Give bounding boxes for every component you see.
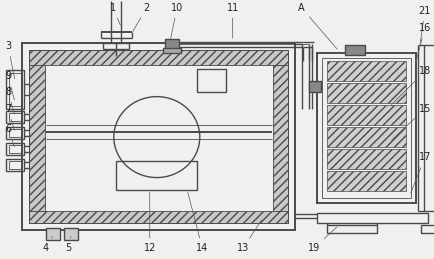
- Bar: [162, 48, 181, 53]
- Text: 11: 11: [226, 3, 238, 38]
- Bar: [6, 111, 24, 123]
- Text: 13: 13: [236, 220, 261, 253]
- Bar: [6, 143, 24, 155]
- Bar: [9, 129, 21, 137]
- Bar: [326, 127, 405, 147]
- Bar: [316, 53, 415, 203]
- Bar: [326, 149, 405, 169]
- Text: 21: 21: [418, 6, 430, 43]
- Bar: [164, 39, 179, 49]
- Bar: [6, 70, 24, 109]
- Text: 14: 14: [187, 192, 208, 253]
- Text: 16: 16: [414, 23, 430, 64]
- Text: 9: 9: [5, 71, 14, 100]
- Bar: [6, 127, 24, 139]
- Bar: [29, 65, 44, 211]
- Text: 4: 4: [43, 236, 53, 253]
- Text: 17: 17: [410, 152, 430, 193]
- Text: 2: 2: [133, 3, 149, 32]
- Bar: [420, 225, 434, 233]
- Text: 6: 6: [5, 124, 14, 147]
- Text: 19: 19: [307, 227, 336, 253]
- Bar: [316, 213, 427, 223]
- Bar: [116, 161, 197, 190]
- Text: 18: 18: [391, 66, 430, 105]
- Bar: [308, 81, 320, 92]
- Text: 7: 7: [5, 104, 14, 130]
- Bar: [29, 211, 288, 223]
- Bar: [29, 50, 288, 223]
- Bar: [46, 228, 59, 240]
- Bar: [22, 43, 295, 230]
- Text: A: A: [297, 3, 336, 49]
- Bar: [9, 161, 21, 169]
- Text: 15: 15: [391, 104, 430, 140]
- Bar: [326, 105, 405, 125]
- Bar: [197, 69, 225, 92]
- Bar: [326, 225, 376, 233]
- Bar: [9, 73, 21, 106]
- Bar: [6, 159, 24, 171]
- Bar: [326, 61, 405, 81]
- Text: 3: 3: [5, 41, 15, 79]
- Bar: [344, 45, 365, 55]
- Bar: [326, 171, 405, 191]
- Bar: [29, 50, 288, 65]
- Bar: [9, 145, 21, 153]
- Text: 5: 5: [66, 236, 72, 253]
- Bar: [273, 65, 288, 211]
- Text: 1: 1: [110, 3, 120, 25]
- Bar: [9, 113, 21, 121]
- Text: 12: 12: [143, 192, 155, 253]
- Bar: [326, 83, 405, 103]
- Text: 10: 10: [170, 3, 183, 39]
- Bar: [64, 228, 78, 240]
- Text: 8: 8: [5, 87, 14, 114]
- Bar: [321, 58, 410, 198]
